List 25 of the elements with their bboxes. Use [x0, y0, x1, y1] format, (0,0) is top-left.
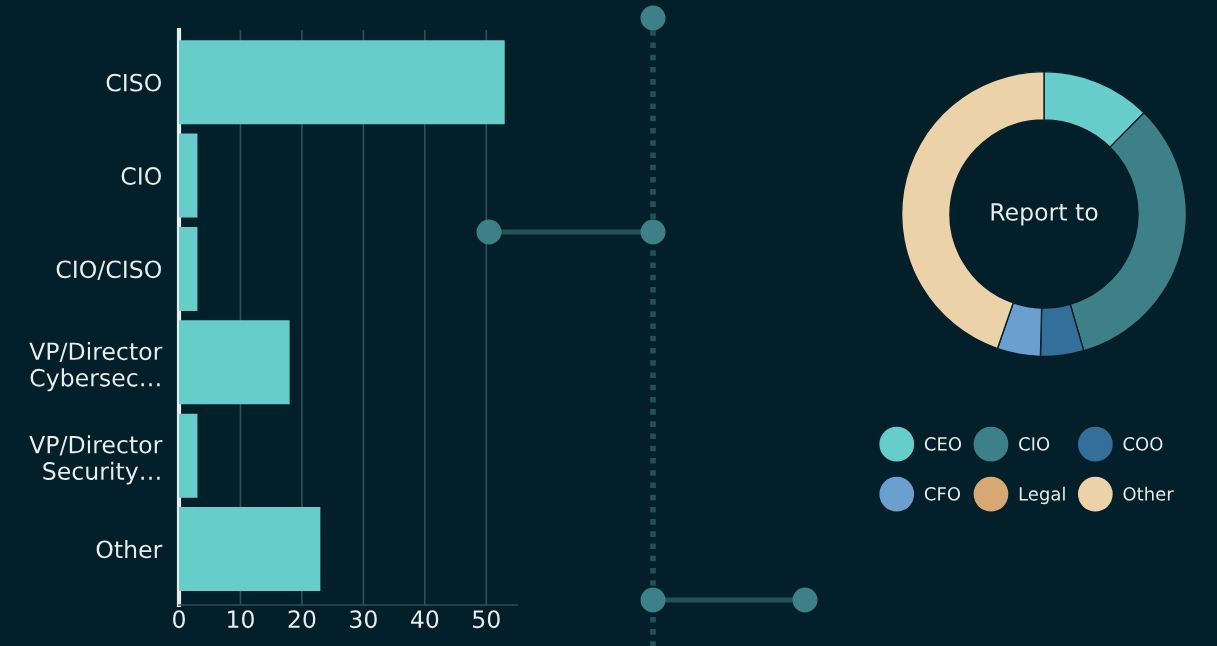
legend-label: COO	[1123, 437, 1163, 451]
y-tick-label: CIO	[121, 167, 161, 185]
x-tick-label: 0	[173, 610, 185, 629]
legend-label: Legal	[1019, 486, 1065, 505]
legend-label: Other	[1123, 486, 1174, 501]
text: Report to	[991, 203, 1098, 226]
x-tick-label: 30	[350, 610, 377, 629]
x-tick-label: 10	[228, 610, 254, 629]
bar	[179, 413, 198, 498]
x-tick-label: 20	[288, 610, 316, 629]
bar	[179, 226, 198, 311]
y-tick-label: CIO/CISO	[56, 260, 161, 281]
bar	[179, 320, 290, 405]
legend-label: CIO	[1019, 437, 1050, 451]
bar	[179, 40, 505, 125]
legend-label: CEO	[924, 437, 962, 451]
bar	[179, 506, 321, 591]
y-tick-label: VP/Director Cybersec…	[29, 341, 163, 392]
y-tick-label: CISO	[106, 73, 161, 92]
y-tick-label: Other	[96, 540, 163, 559]
bar	[179, 133, 198, 218]
x-tick-label: 50	[473, 610, 500, 629]
y-tick-label: VP/Director Security…	[29, 435, 163, 485]
x-tick-label: 40	[410, 610, 439, 629]
legend-label: CFO	[924, 487, 961, 501]
